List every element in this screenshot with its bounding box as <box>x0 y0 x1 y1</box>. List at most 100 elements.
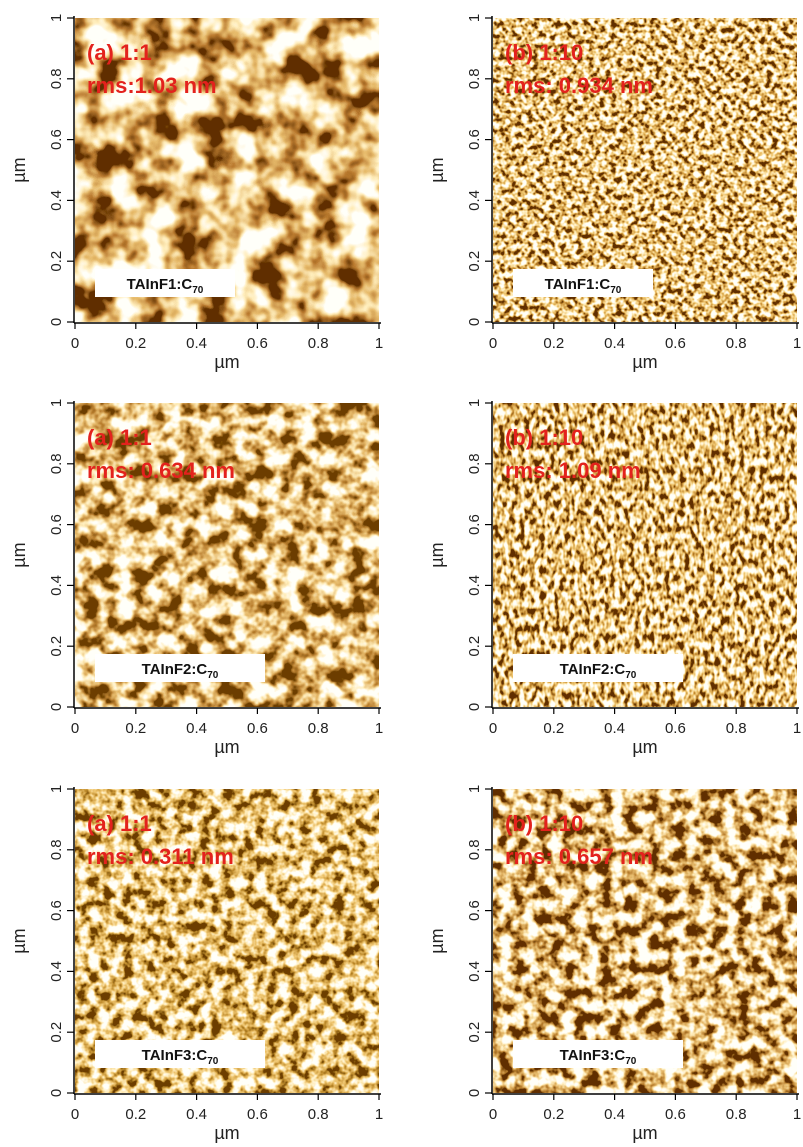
y-tick-label: 0.4 <box>48 575 65 596</box>
y-tick-label: 0.4 <box>466 575 483 596</box>
sample-subscript: 70 <box>625 670 637 681</box>
annotation: (a) 1:1 <box>87 40 152 65</box>
y-tick-label: 0 <box>466 318 483 326</box>
sample-name: TAInF2:C <box>142 661 208 678</box>
x-tick-label: 0 <box>71 1106 79 1123</box>
y-tick-label: 0.4 <box>48 190 65 211</box>
sample-subscript: 70 <box>207 670 219 681</box>
x-tick-label: 0.2 <box>125 1106 146 1123</box>
x-axis-label: µm <box>214 1123 239 1143</box>
annotation: (a) 1:1 <box>87 425 152 450</box>
x-tick-label: 0.8 <box>726 720 747 737</box>
x-tick-label: 0.8 <box>726 1106 747 1123</box>
x-tick-label: 0.6 <box>665 1106 686 1123</box>
y-tick-label: 0 <box>48 703 65 711</box>
x-tick-label: 0.4 <box>604 335 625 352</box>
y-tick-label: 1 <box>466 14 483 22</box>
x-tick-label: 0 <box>71 720 79 737</box>
x-tick-label: 0.6 <box>665 335 686 352</box>
y-axis-label: µm <box>427 542 447 567</box>
annotation: rms:1.03 nm <box>87 73 217 98</box>
x-tick-label: 0.4 <box>186 1106 207 1123</box>
x-tick-label: 1 <box>793 1106 801 1123</box>
x-tick-label: 0.6 <box>247 1106 268 1123</box>
annotation: (b) 1:10 <box>505 425 583 450</box>
x-tick-label: 0.4 <box>604 1106 625 1123</box>
y-tick-label: 0.6 <box>466 129 483 150</box>
sample-label: TAInF1:C70 <box>545 276 622 296</box>
annotation: rms: 0.657 nm <box>505 844 653 869</box>
y-tick-label: 0.2 <box>48 1022 65 1043</box>
y-tick-label: 0.2 <box>466 636 483 657</box>
x-tick-label: 0.2 <box>125 335 146 352</box>
y-tick-label: 0.6 <box>466 514 483 535</box>
label-box <box>513 1040 683 1068</box>
x-tick-label: 0.6 <box>247 335 268 352</box>
x-tick-label: 1 <box>375 335 383 352</box>
sample-subscript: 70 <box>610 285 622 296</box>
annotation: rms: 0.311 nm <box>87 844 234 869</box>
y-tick-label: 0.2 <box>48 636 65 657</box>
x-tick-label: 0.6 <box>247 720 268 737</box>
y-axis-label: µm <box>9 928 29 953</box>
label-box <box>95 654 265 682</box>
annotation: rms: 0.934 nm <box>505 73 653 98</box>
x-tick-label: 0 <box>71 335 79 352</box>
x-tick-label: 0.8 <box>308 1106 329 1123</box>
sample-label: TAInF2:C70 <box>560 661 637 681</box>
label-box <box>95 1040 265 1068</box>
x-tick-label: 0.4 <box>186 335 207 352</box>
x-axis-label: µm <box>214 352 239 372</box>
y-tick-label: 0.6 <box>48 514 65 535</box>
y-tick-label: 0 <box>48 318 65 326</box>
x-tick-label: 0 <box>489 720 497 737</box>
y-tick-label: 1 <box>48 785 65 793</box>
x-axis-label: µm <box>632 737 657 757</box>
sample-subscript: 70 <box>625 1056 637 1067</box>
label-box <box>513 654 683 682</box>
y-tick-label: 0.8 <box>466 453 483 474</box>
sample-label: TAInF3:C70 <box>560 1047 637 1067</box>
y-tick-label: 0.8 <box>466 68 483 89</box>
x-tick-label: 0.6 <box>665 720 686 737</box>
y-tick-label: 0.2 <box>466 251 483 272</box>
y-tick-label: 0.8 <box>48 839 65 860</box>
sample-name: TAInF1:C <box>545 276 611 293</box>
annotation: (b) 1:10 <box>505 40 583 65</box>
y-tick-label: 0.4 <box>466 190 483 211</box>
y-tick-label: 0 <box>466 1089 483 1097</box>
y-axis-label: µm <box>427 157 447 182</box>
y-tick-label: 1 <box>466 785 483 793</box>
x-tick-label: 0.2 <box>543 1106 564 1123</box>
sample-name: TAInF3:C <box>560 1047 626 1064</box>
y-tick-label: 0 <box>466 703 483 711</box>
x-tick-label: 1 <box>793 720 801 737</box>
sample-label: TAInF1:C70 <box>127 276 204 296</box>
y-tick-label: 0.8 <box>48 453 65 474</box>
label-box <box>95 269 235 297</box>
y-tick-label: 0.8 <box>48 68 65 89</box>
annotation: rms: 0.634 nm <box>87 458 235 483</box>
sample-subscript: 70 <box>207 1056 219 1067</box>
y-tick-label: 0.4 <box>466 961 483 982</box>
y-tick-label: 1 <box>48 14 65 22</box>
annotation: rms: 1.09 nm <box>505 458 641 483</box>
sample-label: TAInF2:C70 <box>142 661 219 681</box>
annotation: (a) 1:1 <box>87 811 152 836</box>
x-axis-label: µm <box>214 737 239 757</box>
y-tick-label: 0.6 <box>48 900 65 921</box>
x-axis-label: µm <box>632 352 657 372</box>
x-tick-label: 0 <box>489 335 497 352</box>
y-axis-label: µm <box>9 157 29 182</box>
x-tick-label: 1 <box>375 720 383 737</box>
y-tick-label: 0.6 <box>48 129 65 150</box>
y-tick-label: 0 <box>48 1089 65 1097</box>
sample-name: TAInF2:C <box>560 661 626 678</box>
x-tick-label: 0.8 <box>726 335 747 352</box>
sample-subscript: 70 <box>192 285 204 296</box>
x-tick-label: 0.2 <box>543 720 564 737</box>
y-tick-label: 1 <box>466 399 483 407</box>
y-tick-label: 0.2 <box>48 251 65 272</box>
x-tick-label: 0.8 <box>308 720 329 737</box>
